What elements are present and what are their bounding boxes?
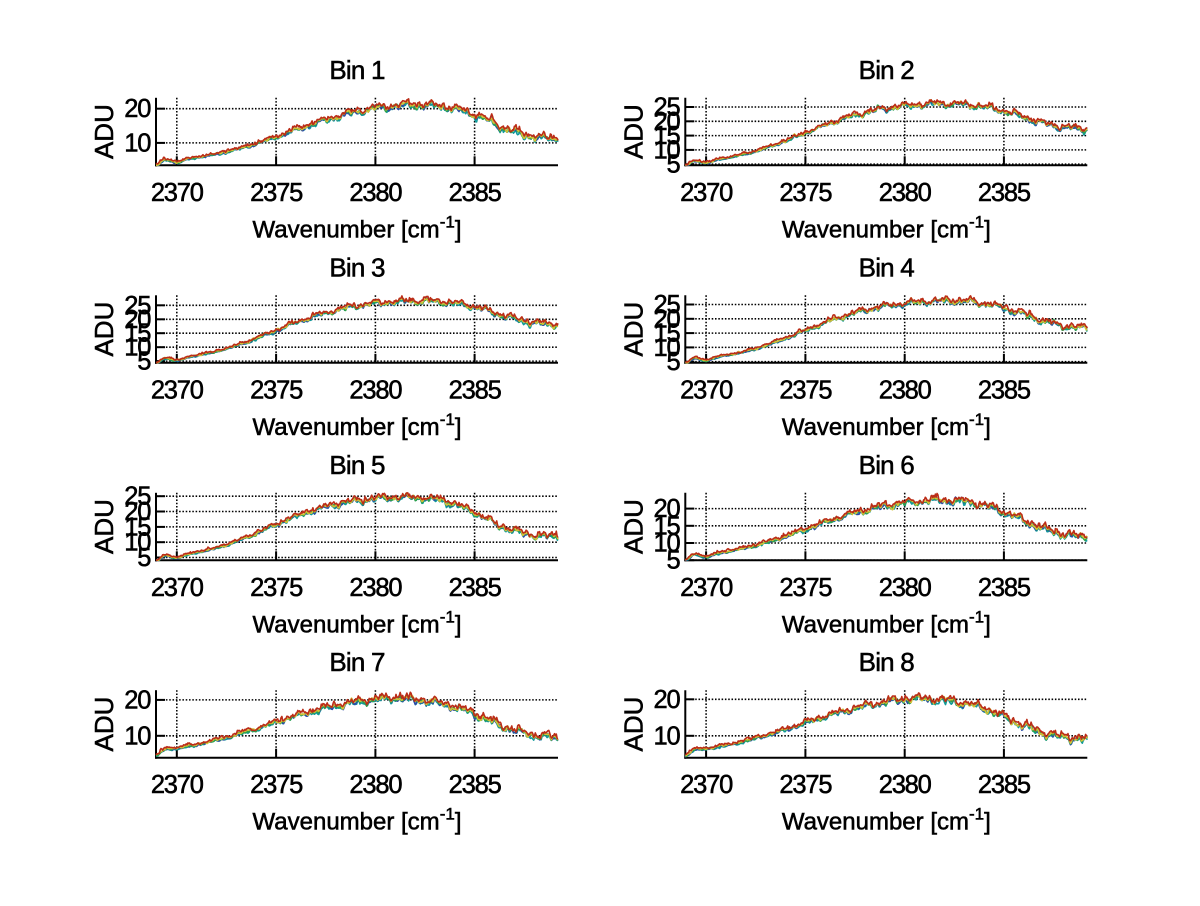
- svg-text:10: 10: [654, 334, 681, 362]
- svg-text:2380: 2380: [879, 179, 932, 207]
- svg-text:Bin 4: Bin 4: [859, 252, 915, 282]
- svg-text:2380: 2380: [349, 179, 402, 207]
- svg-text:ADU: ADU: [89, 302, 119, 357]
- svg-text:2385: 2385: [978, 771, 1031, 799]
- svg-text:ADU: ADU: [618, 104, 648, 159]
- svg-text:2370: 2370: [151, 574, 204, 602]
- svg-text:2370: 2370: [680, 771, 733, 799]
- svg-text:15: 15: [654, 512, 681, 540]
- svg-text:2385: 2385: [978, 179, 1031, 207]
- svg-text:ADU: ADU: [618, 697, 648, 752]
- svg-text:Bin 8: Bin 8: [859, 647, 915, 677]
- svg-text:Bin 5: Bin 5: [329, 450, 385, 480]
- svg-text:20: 20: [654, 108, 681, 136]
- svg-text:20: 20: [124, 306, 151, 334]
- svg-text:20: 20: [654, 305, 681, 333]
- svg-text:2375: 2375: [779, 179, 832, 207]
- svg-text:5: 5: [667, 151, 681, 179]
- svg-text:25: 25: [124, 292, 151, 320]
- svg-text:Wavenumber [cm-1]: Wavenumber [cm-1]: [782, 212, 991, 243]
- svg-text:5: 5: [667, 547, 681, 575]
- svg-text:2375: 2375: [779, 574, 832, 602]
- svg-text:2385: 2385: [978, 376, 1031, 404]
- svg-text:2370: 2370: [680, 179, 733, 207]
- svg-text:Bin 3: Bin 3: [329, 252, 385, 282]
- svg-text:20: 20: [124, 95, 151, 123]
- svg-text:2375: 2375: [250, 771, 303, 799]
- svg-text:Bin 7: Bin 7: [329, 647, 385, 677]
- svg-text:Bin 1: Bin 1: [329, 55, 385, 85]
- svg-text:2380: 2380: [349, 574, 402, 602]
- svg-text:20: 20: [654, 686, 681, 714]
- svg-text:20: 20: [124, 498, 151, 526]
- svg-text:25: 25: [654, 94, 681, 122]
- svg-text:10: 10: [654, 722, 681, 750]
- svg-text:25: 25: [124, 483, 151, 511]
- svg-text:Wavenumber [cm-1]: Wavenumber [cm-1]: [253, 212, 462, 243]
- svg-text:20: 20: [654, 495, 681, 523]
- svg-text:ADU: ADU: [618, 302, 648, 357]
- svg-text:5: 5: [667, 348, 681, 376]
- svg-text:2380: 2380: [879, 574, 932, 602]
- svg-text:2385: 2385: [449, 179, 502, 207]
- svg-text:2370: 2370: [151, 771, 204, 799]
- svg-text:Wavenumber [cm-1]: Wavenumber [cm-1]: [253, 607, 462, 638]
- svg-text:2375: 2375: [250, 574, 303, 602]
- svg-text:Bin 2: Bin 2: [859, 55, 915, 85]
- svg-text:2380: 2380: [349, 771, 402, 799]
- svg-text:25: 25: [654, 291, 681, 319]
- svg-text:2370: 2370: [151, 179, 204, 207]
- svg-text:10: 10: [124, 334, 151, 362]
- svg-text:Wavenumber [cm-1]: Wavenumber [cm-1]: [253, 805, 462, 836]
- svg-text:2375: 2375: [779, 376, 832, 404]
- svg-text:Wavenumber [cm-1]: Wavenumber [cm-1]: [782, 410, 991, 441]
- svg-text:15: 15: [654, 122, 681, 150]
- svg-text:2385: 2385: [449, 376, 502, 404]
- svg-text:10: 10: [654, 136, 681, 164]
- svg-text:2370: 2370: [680, 376, 733, 404]
- svg-text:ADU: ADU: [89, 697, 119, 752]
- svg-text:2385: 2385: [449, 771, 502, 799]
- svg-text:Wavenumber [cm-1]: Wavenumber [cm-1]: [253, 410, 462, 441]
- svg-text:ADU: ADU: [89, 499, 119, 554]
- svg-text:2375: 2375: [250, 376, 303, 404]
- svg-text:Bin 6: Bin 6: [859, 450, 915, 480]
- svg-text:15: 15: [654, 320, 681, 348]
- svg-text:20: 20: [124, 686, 151, 714]
- svg-text:5: 5: [137, 348, 151, 376]
- svg-text:2380: 2380: [879, 771, 932, 799]
- svg-text:10: 10: [124, 529, 151, 557]
- svg-text:10: 10: [654, 530, 681, 558]
- svg-text:2375: 2375: [250, 179, 303, 207]
- svg-text:15: 15: [124, 513, 151, 541]
- svg-text:2370: 2370: [680, 574, 733, 602]
- svg-text:5: 5: [137, 544, 151, 572]
- svg-text:2370: 2370: [151, 376, 204, 404]
- svg-text:ADU: ADU: [618, 499, 648, 554]
- svg-text:2380: 2380: [879, 376, 932, 404]
- svg-text:Wavenumber [cm-1]: Wavenumber [cm-1]: [782, 805, 991, 836]
- svg-text:10: 10: [124, 722, 151, 750]
- svg-text:2375: 2375: [779, 771, 832, 799]
- svg-text:2385: 2385: [978, 574, 1031, 602]
- svg-text:ADU: ADU: [89, 104, 119, 159]
- svg-text:2380: 2380: [349, 376, 402, 404]
- svg-text:15: 15: [124, 320, 151, 348]
- svg-text:2385: 2385: [449, 574, 502, 602]
- svg-text:Wavenumber [cm-1]: Wavenumber [cm-1]: [782, 607, 991, 638]
- svg-text:10: 10: [124, 129, 151, 157]
